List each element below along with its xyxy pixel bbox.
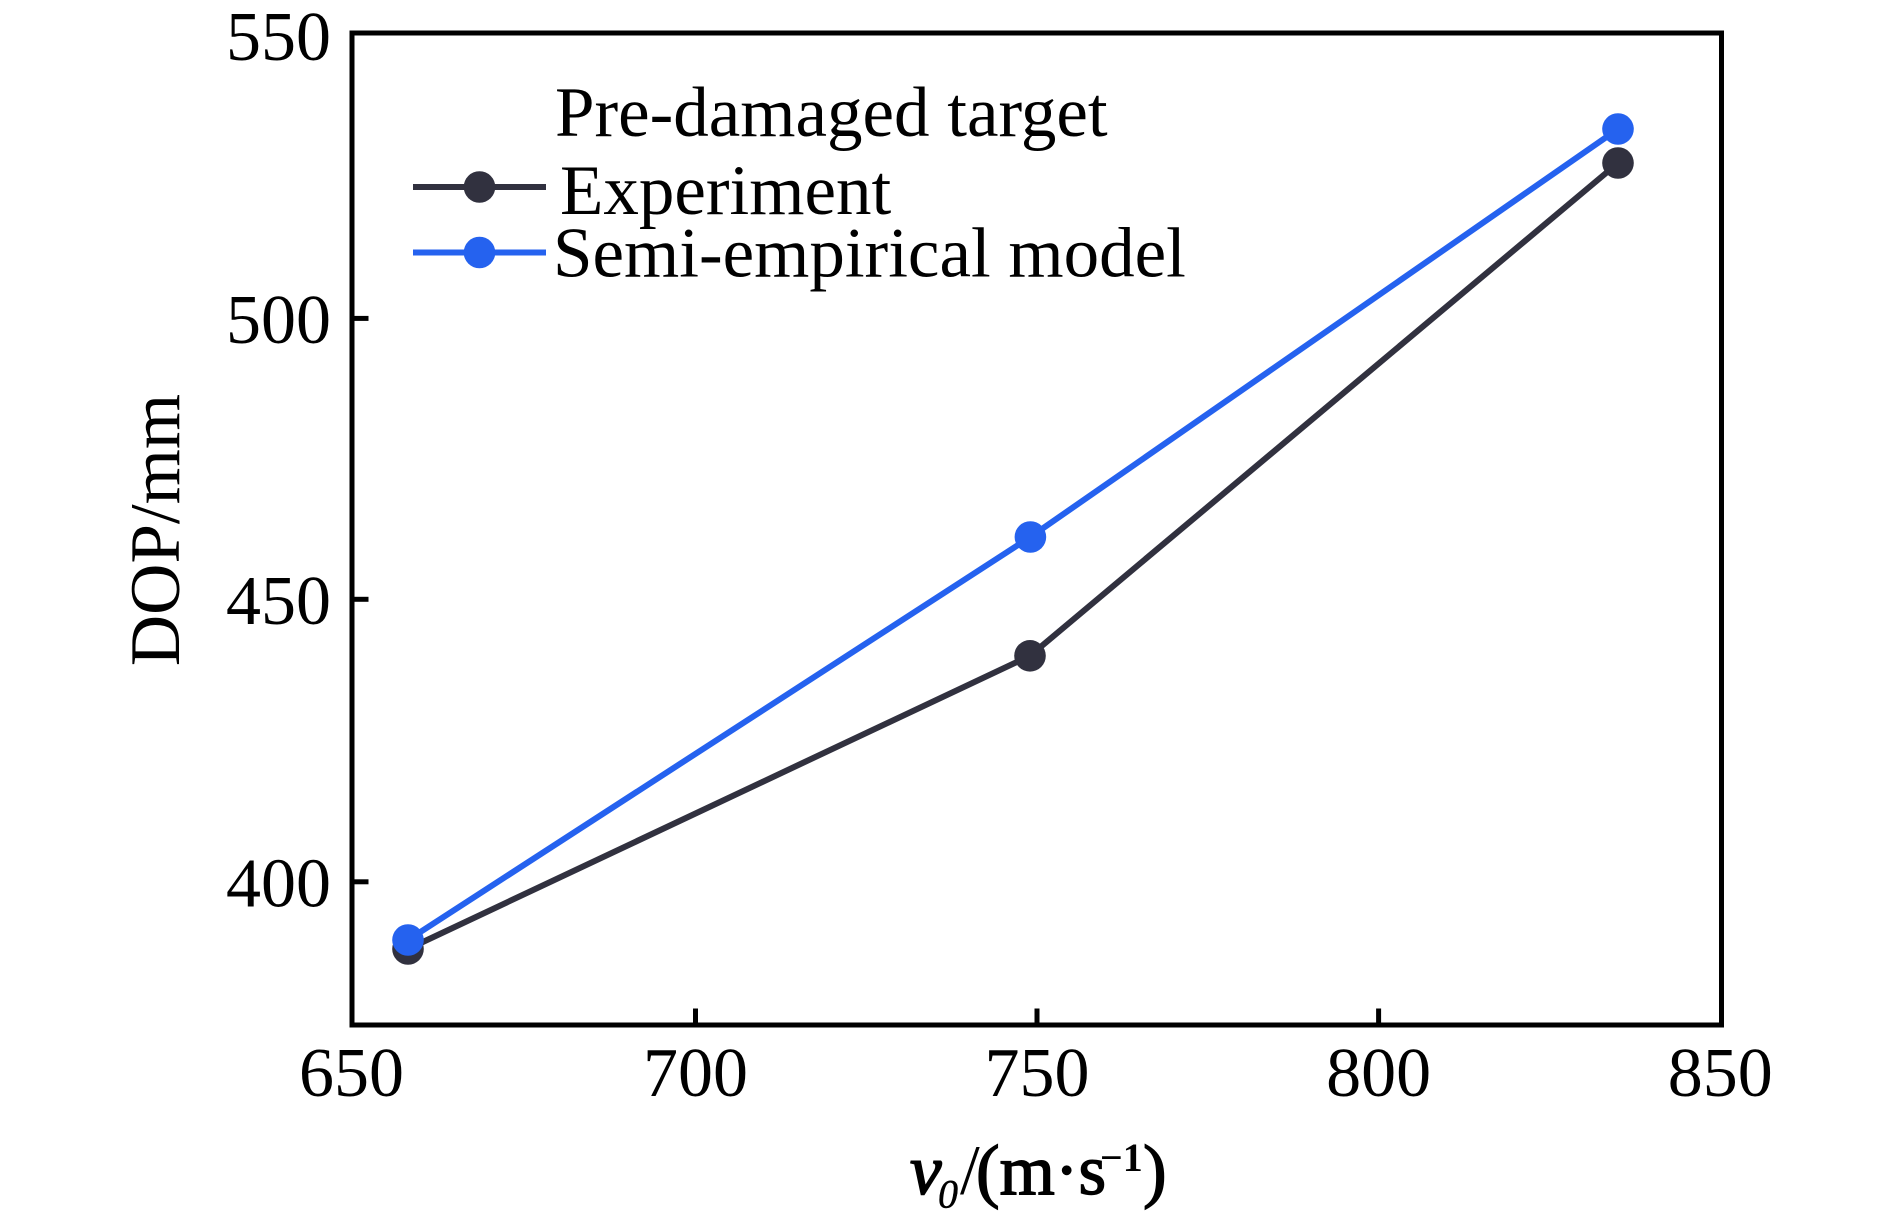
- svg-text:Pre-damaged target: Pre-damaged target: [555, 74, 1108, 152]
- svg-text:800: 800: [1326, 1035, 1431, 1112]
- svg-text:(m·s: (m·s: [976, 1132, 1106, 1210]
- svg-text:850: 850: [1668, 1035, 1773, 1112]
- svg-text:550: 550: [226, 0, 331, 76]
- svg-text:400: 400: [226, 846, 331, 923]
- svg-text:): ): [1143, 1132, 1167, 1210]
- svg-text:450: 450: [226, 563, 331, 640]
- svg-text:700: 700: [643, 1035, 748, 1112]
- svg-text:DOP/mm: DOP/mm: [117, 394, 195, 666]
- svg-text:500: 500: [226, 282, 331, 359]
- svg-text:/: /: [960, 1132, 980, 1210]
- svg-text:650: 650: [299, 1035, 404, 1112]
- svg-text:750: 750: [985, 1035, 1090, 1112]
- svg-text:−1: −1: [1100, 1135, 1143, 1180]
- svg-text:0: 0: [938, 1172, 958, 1217]
- svg-text:Experiment: Experiment: [560, 152, 891, 230]
- svg-text:Semi-empirical model: Semi-empirical model: [553, 215, 1186, 293]
- svg-text:v: v: [910, 1132, 942, 1210]
